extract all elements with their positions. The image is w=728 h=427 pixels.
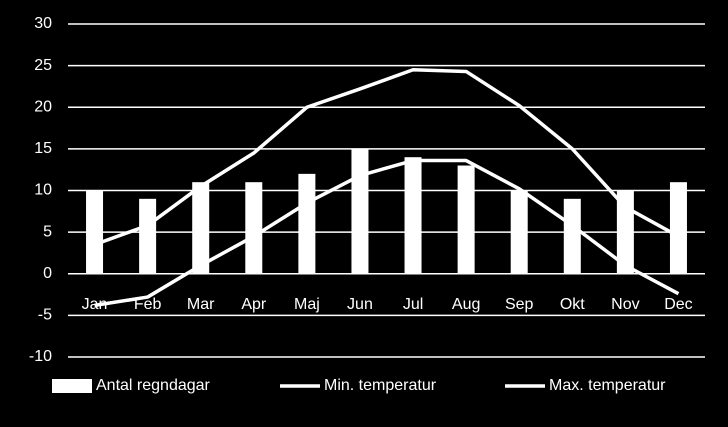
line — [93, 68, 680, 247]
bar — [510, 190, 528, 274]
y-tick-label: -10 — [29, 348, 52, 365]
legend-label: Max. temperatur — [549, 377, 666, 394]
y-tick-label: -5 — [38, 307, 52, 324]
x-tick-label: Okt — [560, 296, 585, 313]
bar — [669, 182, 687, 274]
legend-label: Min. temperatur — [324, 377, 437, 394]
bar — [192, 182, 210, 274]
bar — [298, 173, 316, 274]
bar — [245, 182, 263, 274]
x-tick-label: Aug — [452, 296, 480, 313]
x-tick-label: Jun — [347, 296, 373, 313]
bar — [351, 148, 369, 274]
y-tick-label: 10 — [34, 182, 52, 199]
bar — [139, 198, 157, 274]
bar — [457, 165, 475, 274]
x-tick-label: Jul — [403, 296, 423, 313]
x-tick-label: Sep — [505, 296, 534, 313]
legend-label: Antal regndagar — [96, 377, 211, 394]
legend-swatch — [52, 379, 92, 393]
x-tick-label: Dec — [664, 296, 692, 313]
y-tick-label: 25 — [34, 57, 52, 74]
bar — [404, 157, 422, 274]
line — [94, 158, 680, 308]
y-tick-label: 15 — [34, 140, 52, 157]
bar — [86, 190, 104, 274]
x-tick-label: Maj — [294, 296, 320, 313]
y-tick-label: 20 — [34, 98, 52, 115]
bar — [563, 198, 581, 274]
x-tick-label: Mar — [187, 296, 215, 313]
y-tick-label: 30 — [34, 15, 52, 32]
x-tick-label: Apr — [241, 296, 267, 313]
x-tick-label: Nov — [611, 296, 639, 313]
y-tick-label: 0 — [43, 265, 52, 282]
x-tick-label: Feb — [134, 296, 162, 313]
y-tick-label: 5 — [43, 223, 52, 240]
